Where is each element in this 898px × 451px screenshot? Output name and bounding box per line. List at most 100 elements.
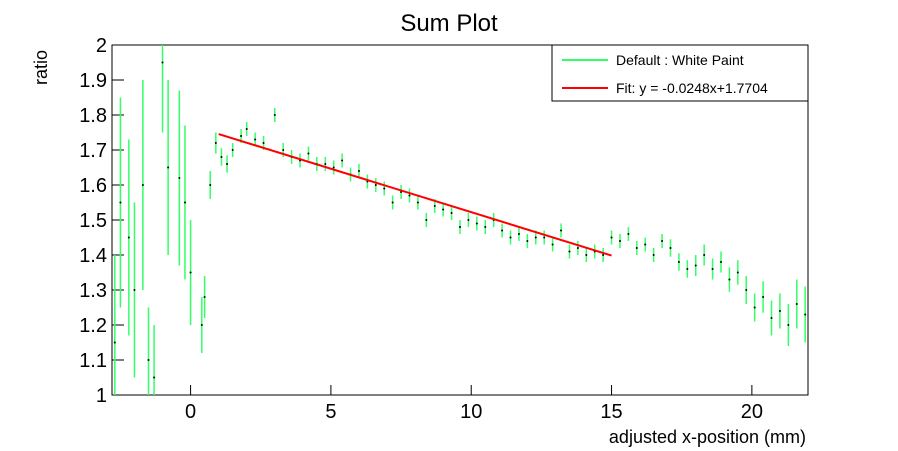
data-point xyxy=(652,254,655,256)
data-point xyxy=(677,261,680,263)
y-tick-label: 1.4 xyxy=(79,245,107,267)
data-point xyxy=(736,271,739,274)
data-point xyxy=(450,212,453,214)
data-point xyxy=(467,219,470,221)
data-point xyxy=(475,222,478,225)
y-tick-label: 1.7 xyxy=(79,140,107,162)
data-point xyxy=(602,254,605,256)
data-point xyxy=(374,184,377,186)
data-point xyxy=(113,341,116,344)
data-point xyxy=(240,135,243,137)
data-point xyxy=(585,254,588,256)
data-point xyxy=(209,184,212,186)
data-point xyxy=(141,184,144,186)
data-point xyxy=(357,170,360,172)
data-point xyxy=(720,261,722,263)
data-point xyxy=(203,296,206,298)
data-point xyxy=(560,229,563,232)
x-axis-label: adjusted x-position (mm) xyxy=(609,427,806,447)
data-point xyxy=(254,138,257,141)
data-point xyxy=(509,236,512,239)
data-point xyxy=(425,219,428,221)
data-point xyxy=(189,271,192,274)
x-tick-label: 20 xyxy=(741,401,763,423)
data-point xyxy=(178,177,181,179)
data-point xyxy=(534,236,537,239)
data-point xyxy=(753,306,756,309)
data-point xyxy=(517,233,520,235)
data-point xyxy=(711,268,714,270)
data-point xyxy=(795,303,798,305)
data-point xyxy=(282,149,285,151)
data-point xyxy=(728,278,731,281)
data-point xyxy=(610,236,613,239)
data-point xyxy=(686,268,689,270)
data-point xyxy=(694,264,697,267)
y-tick-label: 1.8 xyxy=(79,105,107,127)
data-point xyxy=(442,208,445,211)
data-point xyxy=(262,142,265,144)
y-tick-label: 2 xyxy=(96,35,107,57)
data-point xyxy=(762,296,765,298)
data-point xyxy=(183,201,186,204)
data-point xyxy=(167,166,170,169)
data-point xyxy=(200,324,203,326)
x-tick-label: 10 xyxy=(460,401,482,423)
data-point xyxy=(787,324,790,326)
data-point xyxy=(214,142,217,144)
data-point xyxy=(147,359,150,361)
data-point xyxy=(307,152,310,155)
y-axis-label: ratio xyxy=(31,50,51,85)
data-point xyxy=(618,240,621,242)
data-point xyxy=(119,201,122,204)
data-point xyxy=(576,247,579,249)
data-point xyxy=(245,128,248,130)
legend-label-default: Default : White Paint xyxy=(616,52,744,68)
y-tick-label: 1.9 xyxy=(79,70,107,92)
data-point xyxy=(635,247,638,249)
fit-line-group xyxy=(218,133,612,257)
data-point xyxy=(433,205,436,207)
data-point xyxy=(669,247,672,249)
data-point xyxy=(226,163,229,165)
y-tick-label: 1.2 xyxy=(79,315,107,337)
data-point xyxy=(341,159,344,162)
y-tick-label: 1.3 xyxy=(79,280,107,302)
data-point xyxy=(627,233,630,235)
legend-box xyxy=(551,44,809,102)
data-point xyxy=(332,166,335,169)
chart-title: Sum Plot xyxy=(400,10,498,37)
data-point xyxy=(391,201,394,204)
data-point xyxy=(661,240,664,242)
data-point xyxy=(383,187,386,190)
x-tick-label: 0 xyxy=(185,401,196,423)
data-point xyxy=(459,226,461,228)
data-point xyxy=(745,289,748,291)
data-point xyxy=(161,61,164,64)
y-tick-label: 1 xyxy=(96,385,107,407)
data-point xyxy=(770,317,773,319)
x-tick-label: 5 xyxy=(325,401,336,423)
y-tick-label: 1.1 xyxy=(79,350,107,372)
data-point xyxy=(543,236,546,239)
data-point xyxy=(153,376,156,379)
data-point xyxy=(484,226,487,228)
data-point xyxy=(703,254,706,256)
data-point xyxy=(568,250,571,253)
data-point xyxy=(273,114,276,116)
y-tick-label: 1.5 xyxy=(79,210,107,232)
data-point xyxy=(416,201,419,204)
data-point xyxy=(501,229,504,232)
legend-label-fit: Fit: y = -0.0248x+1.7704 xyxy=(616,80,768,96)
x-tick-label: 15 xyxy=(600,401,622,423)
data-point xyxy=(551,243,554,246)
data-points xyxy=(113,45,807,395)
legend: Default : White Paint Fit: y = -0.0248x+… xyxy=(551,44,809,102)
data-point xyxy=(324,163,327,165)
fit-line xyxy=(218,133,612,257)
data-point xyxy=(408,194,411,197)
data-point xyxy=(644,243,647,246)
data-point xyxy=(133,289,136,291)
data-point xyxy=(220,156,223,158)
